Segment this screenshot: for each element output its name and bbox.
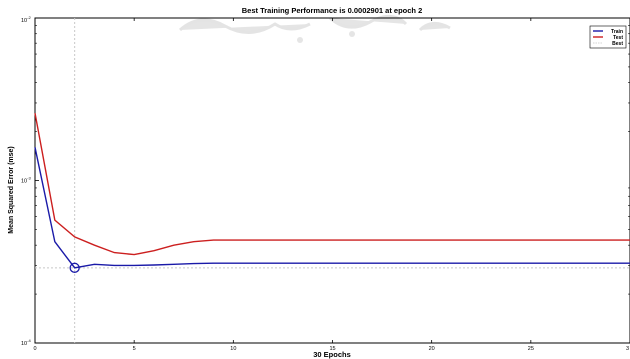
series-layer <box>34 112 630 269</box>
x-tick-label: 3 <box>626 346 629 352</box>
y-tick-exponent: -3 <box>27 176 31 181</box>
y-tick-exponent: -4 <box>27 338 31 343</box>
x-axis-label: 30 Epochs <box>313 350 351 359</box>
best-marker-layer <box>69 262 80 273</box>
x-tick-label: 25 <box>528 346 534 352</box>
best-guides <box>35 18 630 343</box>
x-tick-label: 20 <box>429 346 435 352</box>
x-tick-label: 15 <box>329 346 335 352</box>
legend-train-label: Train <box>611 29 623 35</box>
best-marker <box>69 262 80 273</box>
legend: Train Test Best <box>589 25 627 49</box>
x-tick-label: 5 <box>133 346 136 352</box>
x-tick-label: 0 <box>33 346 36 352</box>
y-tick-label: 10-3 <box>21 176 31 185</box>
y-tick-label: 10-2 <box>21 15 31 24</box>
legend-test-label: Test <box>613 35 623 41</box>
series-line-test <box>34 112 630 256</box>
y-tick-exponent: -2 <box>27 15 31 20</box>
axes-box <box>34 17 630 344</box>
y-axis-ticks: 10-4 10-3 10-2 <box>21 15 630 347</box>
watermark-graphic <box>178 15 451 43</box>
legend-best-label: Best <box>612 41 623 47</box>
x-tick-label: 10 <box>230 346 236 352</box>
chart-title: Best Training Performance is 0.0002901 a… <box>242 6 423 15</box>
series-line-train <box>34 147 630 269</box>
x-axis-ticks: 0 5 10 15 20 25 3 <box>33 18 630 352</box>
y-tick-label: 10-4 <box>21 338 31 347</box>
y-axis-label: Mean Squared Error (mse) <box>8 146 15 234</box>
